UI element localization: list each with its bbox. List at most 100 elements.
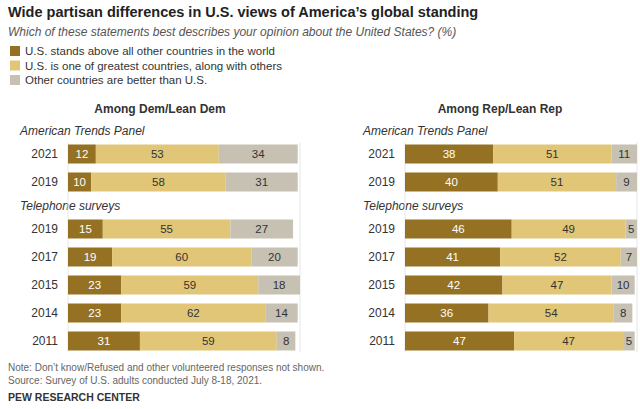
category-label: 2011: [32, 334, 58, 348]
data-label: 10: [73, 176, 86, 188]
bar-segment: [121, 276, 258, 295]
legend-swatch: [10, 61, 20, 71]
bar-segment: [68, 173, 91, 192]
category-label: 2011: [369, 334, 395, 348]
panel-title: Among Rep/Lean Rep: [438, 102, 563, 116]
bar-segment: [614, 304, 633, 323]
subtitle: Which of these statements best describes…: [8, 25, 456, 39]
bar-segment: [500, 248, 621, 267]
category-label: 2019: [368, 175, 395, 189]
bar-segment: [493, 145, 611, 164]
bar-segment: [616, 173, 637, 192]
bar-segment: [226, 173, 298, 192]
data-label: 46: [452, 223, 465, 235]
data-label: 15: [79, 223, 92, 235]
data-label: 20: [268, 251, 281, 263]
data-label: 60: [175, 251, 188, 263]
legend-label: U.S. is one of greatest countries, along…: [25, 60, 282, 72]
legend-swatch: [10, 46, 20, 56]
bar-segment: [265, 304, 297, 323]
data-label: 40: [445, 176, 458, 188]
bar-segment: [68, 220, 103, 239]
bar-segment: [91, 173, 226, 192]
panel: Among Rep/Lean Rep American Trends Panel T…: [362, 102, 637, 353]
panel-title: Among Dem/Lean Dem: [94, 102, 225, 116]
bar-segment: [611, 276, 634, 295]
legend-label: U.S. stands above all other countries in…: [25, 45, 275, 57]
bar-segment: [489, 304, 614, 323]
data-label: 49: [562, 223, 575, 235]
data-label: 47: [562, 335, 575, 347]
data-label: 47: [551, 279, 564, 291]
bar-segment: [514, 332, 623, 351]
legend-swatch: [10, 75, 20, 85]
category-label: 2019: [368, 222, 395, 236]
data-label: 52: [554, 251, 567, 263]
bar-segment: [623, 332, 635, 351]
data-label: 5: [628, 223, 634, 235]
bars: [405, 145, 637, 351]
bar-segment: [405, 145, 493, 164]
data-label: 62: [187, 307, 200, 319]
data-label: 7: [626, 251, 632, 263]
bar-segment: [405, 304, 489, 323]
bar-segment: [68, 304, 121, 323]
chart-root: Wide partisan differences in U.S. views …: [0, 0, 640, 409]
category-label: 2021: [368, 147, 395, 161]
bar-segment: [96, 145, 219, 164]
bar-segment: [405, 248, 500, 267]
group-label: Telephone surveys: [20, 199, 120, 213]
bar-segment: [277, 332, 296, 351]
group-label: American Trends Panel: [362, 124, 488, 138]
category-label: 2017: [31, 250, 58, 264]
data-label: 12: [76, 148, 89, 160]
group-label: Telephone surveys: [363, 199, 463, 213]
source: Source: Survey of U.S. adults conducted …: [8, 375, 262, 386]
bars: [68, 145, 300, 351]
bar-segment: [512, 220, 626, 239]
group-label: American Trends Panel: [19, 124, 145, 138]
bar-segment: [219, 145, 298, 164]
bar-segment: [68, 276, 121, 295]
data-label: 59: [183, 279, 196, 291]
category-label: 2014: [368, 306, 395, 320]
bar-segment: [405, 173, 498, 192]
bar-segment: [140, 332, 277, 351]
data-label: 51: [546, 148, 559, 160]
data-label: 27: [255, 223, 268, 235]
range-end: [300, 143, 301, 353]
data-label: 59: [202, 335, 215, 347]
bar-segment: [405, 332, 514, 351]
bar-segment: [405, 220, 512, 239]
category-label: 2019: [31, 222, 58, 236]
bar-segment: [621, 248, 637, 267]
bar-segment: [68, 145, 96, 164]
category-label: 2019: [31, 175, 58, 189]
category-label: 2015: [368, 278, 395, 292]
data-label: 42: [447, 279, 460, 291]
data-label: 9: [623, 176, 629, 188]
data-label: 58: [152, 176, 165, 188]
bar-segment: [625, 220, 637, 239]
category-label: 2021: [31, 147, 58, 161]
data-label: 54: [545, 307, 558, 319]
bar-segment: [502, 276, 611, 295]
bar-segment: [121, 304, 265, 323]
bar-segment: [103, 220, 231, 239]
bar-segment: [68, 248, 112, 267]
bar-segment: [230, 220, 293, 239]
category-label: 2015: [31, 278, 58, 292]
category-label: 2014: [31, 306, 58, 320]
data-label: 53: [151, 148, 164, 160]
bar-segment: [68, 332, 140, 351]
bar-segment: [251, 248, 297, 267]
data-label: 47: [453, 335, 466, 347]
data-label: 55: [160, 223, 173, 235]
data-label: 23: [88, 279, 101, 291]
legend-label: Other countries are better than U.S.: [25, 74, 207, 86]
data-label: 14: [275, 307, 288, 319]
data-label: 31: [255, 176, 268, 188]
data-label: 34: [252, 148, 265, 160]
data-label: 11: [618, 148, 630, 160]
data-label: 18: [273, 279, 286, 291]
